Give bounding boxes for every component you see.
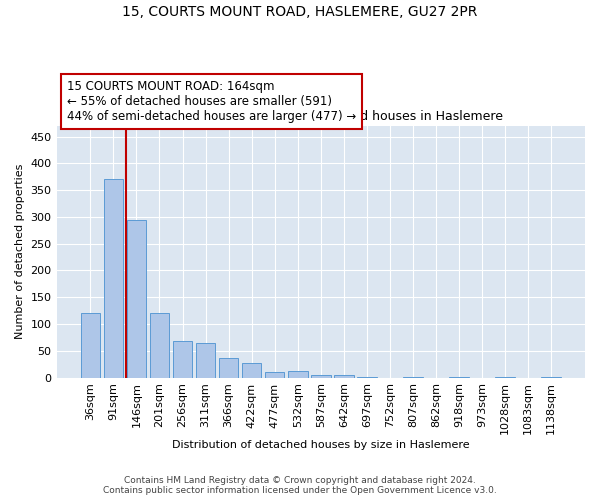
- Bar: [541, 377, 561, 378]
- Bar: [357, 377, 377, 378]
- Bar: [127, 220, 146, 378]
- Bar: [149, 314, 169, 378]
- Bar: [219, 358, 238, 378]
- Y-axis label: Number of detached properties: Number of detached properties: [15, 164, 25, 340]
- Bar: [403, 377, 423, 378]
- Bar: [288, 371, 308, 378]
- Bar: [449, 377, 469, 378]
- Bar: [80, 314, 100, 378]
- Bar: [196, 343, 215, 378]
- Text: 15 COURTS MOUNT ROAD: 164sqm
← 55% of detached houses are smaller (591)
44% of s: 15 COURTS MOUNT ROAD: 164sqm ← 55% of de…: [67, 80, 356, 124]
- X-axis label: Distribution of detached houses by size in Haslemere: Distribution of detached houses by size …: [172, 440, 470, 450]
- Bar: [173, 341, 193, 378]
- Bar: [496, 377, 515, 378]
- Bar: [311, 375, 331, 378]
- Title: Size of property relative to detached houses in Haslemere: Size of property relative to detached ho…: [138, 110, 503, 124]
- Bar: [334, 375, 353, 378]
- Bar: [104, 180, 123, 378]
- Bar: [265, 372, 284, 378]
- Text: Contains HM Land Registry data © Crown copyright and database right 2024.
Contai: Contains HM Land Registry data © Crown c…: [103, 476, 497, 495]
- Bar: [242, 363, 262, 378]
- Text: 15, COURTS MOUNT ROAD, HASLEMERE, GU27 2PR: 15, COURTS MOUNT ROAD, HASLEMERE, GU27 2…: [122, 5, 478, 19]
